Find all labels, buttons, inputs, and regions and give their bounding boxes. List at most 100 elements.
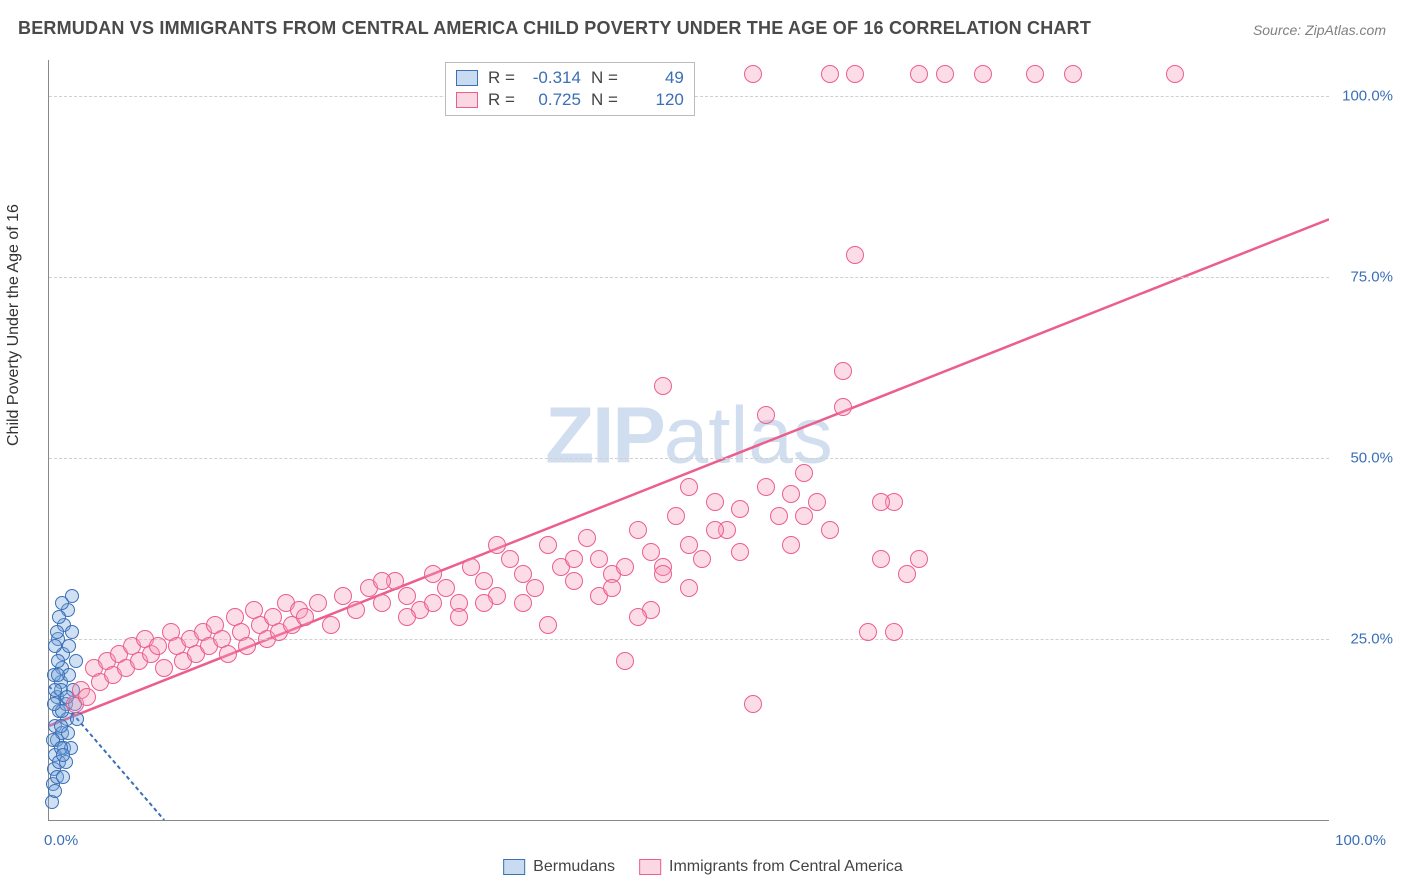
data-point (475, 572, 493, 590)
data-point (603, 579, 621, 597)
legend-row-immigrants: R = 0.725 N = 120 (456, 89, 684, 111)
data-point (514, 594, 532, 612)
data-point (347, 601, 365, 619)
data-point (898, 565, 916, 583)
data-point (238, 637, 256, 655)
data-point (821, 65, 839, 83)
data-point (56, 748, 70, 762)
x-tick-0: 0.0% (44, 832, 78, 849)
gridline (49, 458, 1329, 459)
legend-row-bermudans: R = -0.314 N = 49 (456, 67, 684, 89)
data-point (56, 770, 70, 784)
data-point (55, 596, 69, 610)
data-point (398, 608, 416, 626)
data-point (770, 507, 788, 525)
data-point (54, 719, 68, 733)
data-point (654, 565, 672, 583)
y-tick-label: 75.0% (1350, 269, 1393, 286)
r-value-immigrants: 0.725 (525, 90, 581, 110)
data-point (322, 616, 340, 634)
data-point (654, 377, 672, 395)
data-point (296, 608, 314, 626)
legend-label: Immigrants from Central America (669, 858, 903, 876)
data-point (974, 65, 992, 83)
data-point (616, 558, 634, 576)
data-point (155, 659, 173, 677)
r-label: R = (488, 68, 515, 88)
trend-lines-layer (49, 60, 1329, 820)
data-point (65, 625, 79, 639)
plot-area: ZIPatlas 25.0%50.0%75.0%100.0% (48, 60, 1329, 821)
y-tick-label: 25.0% (1350, 631, 1393, 648)
data-point (744, 695, 762, 713)
data-point (936, 65, 954, 83)
watermark-bold: ZIP (545, 390, 663, 479)
data-point (910, 550, 928, 568)
x-tick-100: 100.0% (1335, 832, 1386, 849)
data-point (219, 645, 237, 663)
data-point (834, 362, 852, 380)
gridline (49, 277, 1329, 278)
data-point (821, 521, 839, 539)
data-point (565, 550, 583, 568)
data-point (539, 616, 557, 634)
y-axis-label: Child Poverty Under the Age of 16 (5, 204, 23, 446)
data-point (51, 654, 65, 668)
data-point (808, 493, 826, 511)
data-point (565, 572, 583, 590)
data-point (475, 594, 493, 612)
legend-item-bermudans: Bermudans (503, 858, 615, 876)
data-point (488, 536, 506, 554)
y-tick-label: 100.0% (1342, 88, 1393, 105)
data-point (731, 500, 749, 518)
data-point (309, 594, 327, 612)
watermark: ZIPatlas (545, 389, 832, 481)
y-tick-label: 50.0% (1350, 450, 1393, 467)
data-point (539, 536, 557, 554)
data-point (437, 579, 455, 597)
swatch-blue (456, 70, 478, 86)
data-point (48, 784, 62, 798)
legend-item-immigrants: Immigrants from Central America (639, 858, 903, 876)
data-point (872, 493, 890, 511)
data-point (782, 485, 800, 503)
data-point (834, 398, 852, 416)
data-point (629, 608, 647, 626)
n-value-bermudans: 49 (628, 68, 684, 88)
data-point (744, 65, 762, 83)
data-point (424, 594, 442, 612)
data-point (757, 478, 775, 496)
data-point (526, 579, 544, 597)
data-point (373, 594, 391, 612)
n-label: N = (591, 68, 618, 88)
series-legend: Bermudans Immigrants from Central Americ… (503, 858, 903, 876)
data-point (62, 639, 76, 653)
data-point (782, 536, 800, 554)
data-point (885, 623, 903, 641)
data-point (629, 521, 647, 539)
data-point (706, 521, 724, 539)
data-point (578, 529, 596, 547)
data-point (872, 550, 890, 568)
data-point (1026, 65, 1044, 83)
data-point (910, 65, 928, 83)
r-label: R = (488, 90, 515, 110)
legend-label: Bermudans (533, 858, 615, 876)
data-point (667, 507, 685, 525)
source-attribution: Source: ZipAtlas.com (1253, 22, 1386, 38)
data-point (1166, 65, 1184, 83)
data-point (70, 712, 84, 726)
data-point (859, 623, 877, 641)
swatch-pink (456, 92, 478, 108)
data-point (846, 65, 864, 83)
chart-container: BERMUDAN VS IMMIGRANTS FROM CENTRAL AMER… (0, 0, 1406, 892)
n-value-immigrants: 120 (628, 90, 684, 110)
data-point (706, 493, 724, 511)
data-point (680, 579, 698, 597)
data-point (757, 406, 775, 424)
data-point (78, 688, 96, 706)
data-point (731, 543, 749, 561)
data-point (50, 625, 64, 639)
data-point (1064, 65, 1082, 83)
data-point (693, 550, 711, 568)
